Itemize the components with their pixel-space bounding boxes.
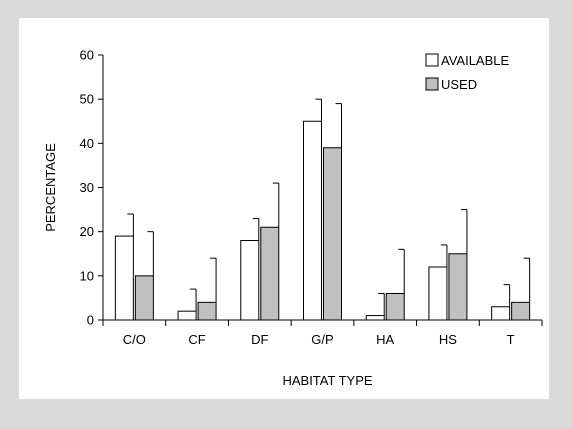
y-axis-label: PERCENTAGE: [43, 143, 58, 232]
legend-label-available: AVAILABLE: [441, 53, 509, 68]
legend-label-used: USED: [441, 77, 477, 92]
x-tick-label: HA: [376, 332, 394, 347]
bar-used: [134, 275, 154, 321]
bar-used: [260, 226, 280, 321]
legend-swatch-available: [425, 53, 439, 67]
chart-legend: AVAILABLE USED: [425, 53, 509, 92]
x-tick-label: HS: [439, 332, 457, 347]
bar-available: [491, 306, 511, 321]
x-tick-label: DF: [251, 332, 268, 347]
bar-used: [323, 147, 342, 321]
y-tick-label: 40: [80, 136, 94, 151]
x-tick-label: CF: [188, 332, 205, 347]
legend-swatch-used: [425, 77, 439, 91]
bar-used: [197, 301, 217, 321]
bar-available: [303, 120, 322, 321]
x-axis-label: HABITAT TYPE: [282, 373, 372, 388]
y-tick-label: 50: [80, 92, 94, 107]
x-tick-label: T: [507, 332, 515, 347]
bar-used: [385, 293, 405, 321]
y-tick-label: 60: [80, 48, 94, 63]
bar-available: [240, 240, 260, 321]
y-tick-label: 30: [80, 180, 94, 195]
x-tick-label: G/P: [311, 332, 333, 347]
chart-panel: [19, 18, 549, 399]
chart-labels: PERCENTAGE HABITAT TYPE: [43, 143, 373, 388]
chart-axes: 0 10 20 30 40 50 60 C/O CF DF G/P HA HS T: [80, 48, 543, 347]
bar-available: [177, 310, 197, 321]
x-tick-label: C/O: [123, 332, 146, 347]
y-tick-label: 20: [80, 224, 94, 239]
bar-used: [511, 301, 531, 321]
bar-available: [365, 315, 385, 321]
bar-used: [448, 253, 468, 321]
y-tick-label: 10: [80, 268, 94, 283]
chart-bars: [114, 98, 531, 321]
bar-available: [114, 235, 134, 321]
y-tick-label: 0: [87, 313, 94, 328]
bar-available: [428, 266, 448, 321]
